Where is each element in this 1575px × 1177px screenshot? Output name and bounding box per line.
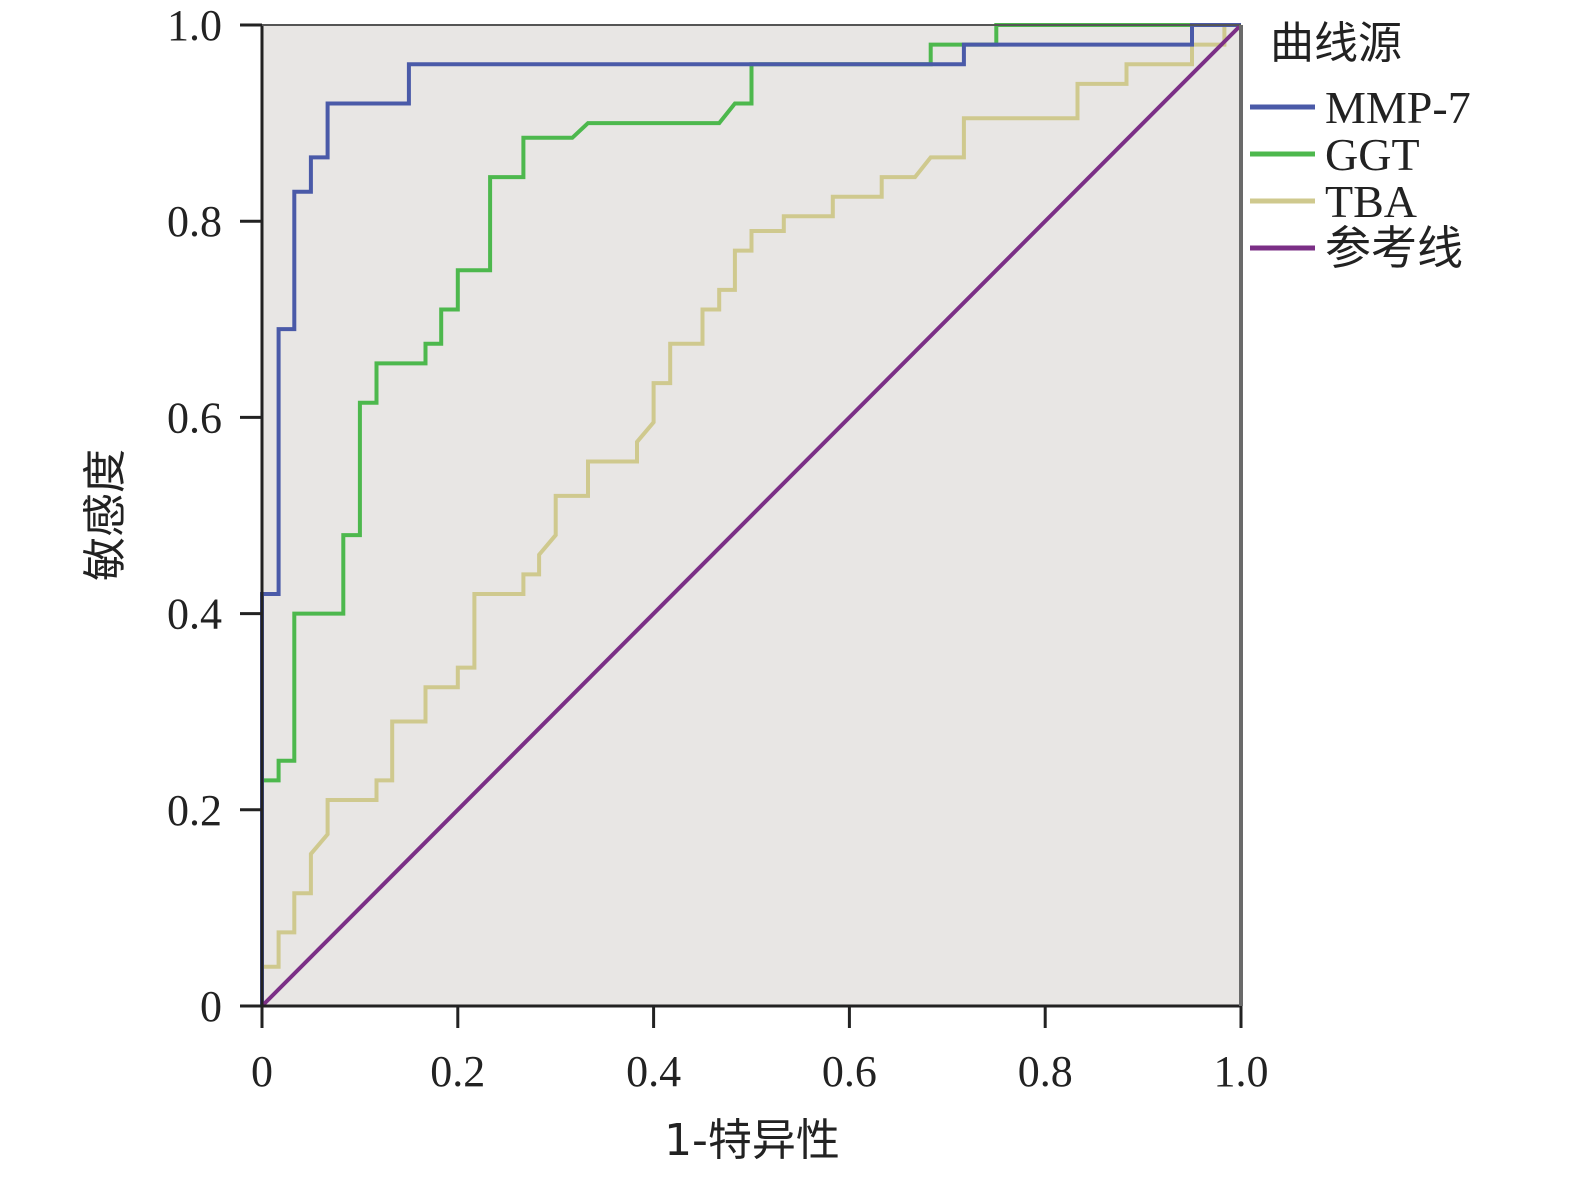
series-layer	[260, 23, 1243, 1008]
legend-label: MMP-7	[1325, 82, 1471, 133]
x-tick-label: 0.4	[626, 1047, 681, 1096]
legend-title: 曲线源	[1270, 18, 1402, 69]
series-line-ggt	[260, 23, 1241, 1006]
y-tick-label: 0	[200, 982, 222, 1031]
series-line-reference	[260, 23, 1243, 1008]
ticks-layer: 0 0.2 0.4 0.6 0.8 1.0 0 0.2 0.4 0.6 0.8 1.0	[167, 1, 1269, 1096]
y-axis-title: 敏感度	[80, 449, 131, 581]
legend-label: TBA	[1325, 176, 1417, 227]
x-tick-label: 0.8	[1018, 1047, 1073, 1096]
axes-layer	[260, 24, 1243, 1008]
y-tick-label: 0.8	[167, 197, 222, 246]
legend-label: 参考线	[1325, 223, 1463, 274]
x-tick-label: 0.2	[430, 1047, 485, 1096]
y-tick-label: 0.6	[167, 393, 222, 442]
x-tick-label: 0	[251, 1047, 273, 1096]
y-tick-label: 0.2	[167, 786, 222, 835]
legend-label: GGT	[1325, 129, 1420, 180]
x-tick-label: 1.0	[1214, 1047, 1269, 1096]
y-tick-label: 0.4	[167, 590, 222, 639]
x-tick-label: 0.6	[822, 1047, 877, 1096]
y-tick-label: 1.0	[167, 1, 222, 50]
x-axis-title: 1-特异性	[664, 1115, 840, 1166]
series-line-tba	[260, 23, 1241, 1006]
series-line-mmp-7	[260, 23, 1241, 1006]
